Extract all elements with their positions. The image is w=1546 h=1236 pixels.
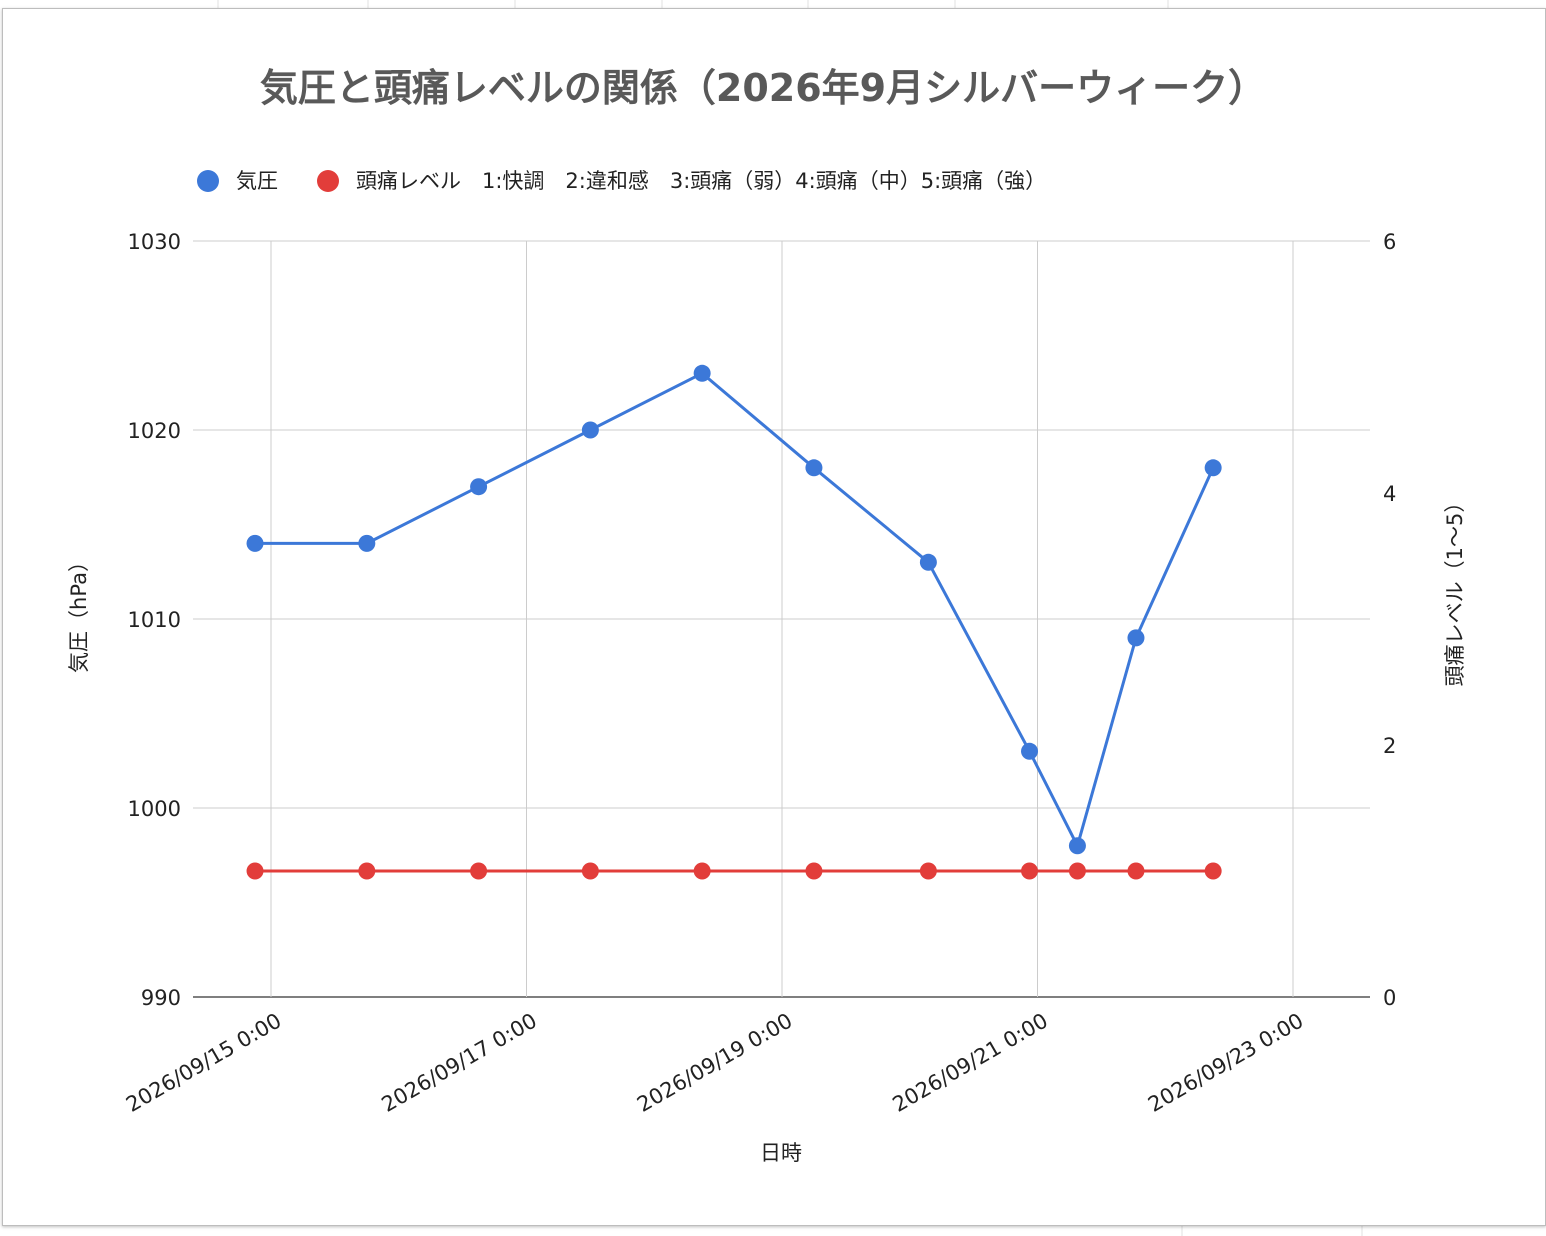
data-point-pressure[interactable]: [246, 534, 264, 552]
x-tick-label: 2026/09/17 0:00: [378, 1009, 541, 1117]
data-point-headache[interactable]: [693, 862, 711, 880]
chart-card[interactable]: 気圧と頭痛レベルの関係（2026年9月シルバーウィーク） 気圧 頭痛レベル 1:…: [2, 8, 1546, 1226]
legend[interactable]: 気圧 頭痛レベル 1:快調 2:違和感 3:頭痛（弱）4:頭痛（中）5:頭痛（強…: [197, 169, 1046, 193]
data-point-pressure[interactable]: [1127, 629, 1145, 647]
data-point-pressure[interactable]: [581, 421, 599, 439]
y-right-tick-label: 6: [1383, 230, 1396, 254]
series-layer: [246, 364, 1222, 880]
data-point-headache[interactable]: [1021, 862, 1039, 880]
legend-label-headache: 頭痛レベル 1:快調 2:違和感 3:頭痛（弱）4:頭痛（中）5:頭痛（強）: [356, 169, 1046, 193]
x-tick-label: 2026/09/23 0:00: [1144, 1009, 1307, 1117]
y-right-tick-label: 4: [1383, 482, 1396, 506]
data-point-headache[interactable]: [246, 862, 264, 880]
y-left-tick-label: 1020: [128, 419, 181, 443]
data-point-headache[interactable]: [470, 862, 488, 880]
data-point-headache[interactable]: [805, 862, 823, 880]
grid-lines: [193, 240, 1370, 998]
y-right-tick-label: 0: [1383, 986, 1396, 1010]
y-left-tick-label: 1010: [128, 608, 181, 632]
series-line-pressure: [255, 371, 1215, 848]
data-point-pressure[interactable]: [693, 364, 711, 382]
legend-marker-headache: [317, 170, 339, 192]
y-left-tick-label: 1030: [128, 230, 181, 254]
x-tick-label: 2026/09/21 0:00: [889, 1009, 1052, 1117]
data-point-headache[interactable]: [358, 862, 376, 880]
x-tick-label: 2026/09/19 0:00: [633, 1009, 796, 1117]
data-point-pressure[interactable]: [358, 534, 376, 552]
y-left-tick-label: 990: [141, 986, 181, 1010]
y-left-tick-label: 1000: [128, 797, 181, 821]
data-point-headache[interactable]: [1204, 862, 1222, 880]
data-point-headache[interactable]: [1068, 862, 1086, 880]
legend-label-pressure: 気圧: [236, 169, 278, 193]
chart-title: 気圧と頭痛レベルの関係（2026年9月シルバーウィーク）: [260, 66, 1266, 110]
data-point-pressure[interactable]: [1021, 742, 1039, 760]
y-right-tick-label: 2: [1383, 734, 1396, 758]
data-point-pressure[interactable]: [919, 553, 937, 571]
legend-marker-pressure: [197, 170, 219, 192]
data-point-pressure[interactable]: [805, 459, 823, 477]
y-axis-left-label: 気圧（hPa）: [67, 551, 91, 673]
y-axis-right-label: 頭痛レベル（1〜5）: [1443, 492, 1467, 687]
data-point-headache[interactable]: [1127, 862, 1145, 880]
data-point-pressure[interactable]: [1068, 837, 1086, 855]
chart-canvas: 気圧と頭痛レベルの関係（2026年9月シルバーウィーク） 気圧 頭痛レベル 1:…: [67, 66, 1467, 1165]
data-point-pressure[interactable]: [1204, 459, 1222, 477]
x-axis-label: 日時: [760, 1141, 802, 1165]
data-point-headache[interactable]: [581, 862, 599, 880]
x-tick-label: 2026/09/15 0:00: [122, 1009, 285, 1117]
axis-ticks: 990 1000 1010 1020 1030 0 2 4 6 2026/09/15 0:00 20…: [122, 230, 1396, 1117]
data-point-headache[interactable]: [919, 862, 937, 880]
data-point-pressure[interactable]: [470, 478, 488, 496]
